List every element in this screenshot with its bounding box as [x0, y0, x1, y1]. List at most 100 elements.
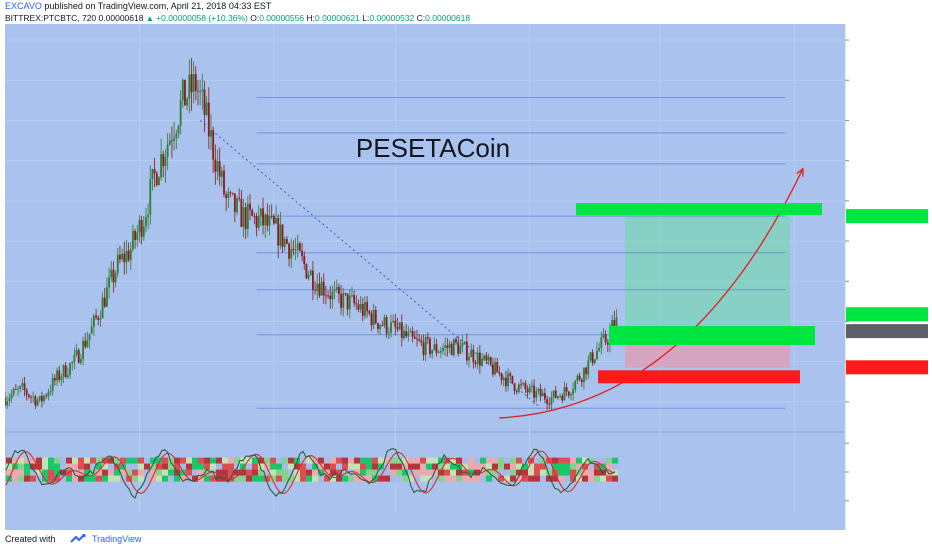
osc-heat-cell: [420, 463, 426, 470]
candle-body: [309, 270, 312, 276]
osc-heat-cell: [606, 475, 612, 482]
candle-body: [38, 395, 41, 401]
candle-body: [379, 325, 382, 329]
candle-body: [220, 170, 223, 177]
osc-heat-cell: [186, 463, 192, 470]
candle-body: [461, 342, 464, 346]
candle-body: [103, 297, 106, 307]
osc-heat-cell: [432, 469, 438, 476]
osc-heat-cell: [372, 469, 378, 476]
candle-body: [49, 391, 52, 393]
candle-body: [227, 192, 230, 198]
candle-body: [192, 74, 195, 93]
osc-heat-cell: [162, 457, 168, 464]
candle-body: [218, 161, 221, 177]
osc-heat-cell: [498, 469, 504, 476]
osc-heat-cell: [546, 475, 552, 482]
price-axis[interactable]: [845, 24, 932, 530]
osc-heat-cell: [504, 463, 510, 470]
osc-heat-cell: [246, 457, 252, 464]
osc-heat-cell: [390, 475, 396, 482]
candle-body: [27, 394, 30, 397]
osc-heat-cell: [198, 457, 204, 464]
publish-info: published on TradingView.com, April 21, …: [44, 1, 272, 11]
candle-body: [216, 161, 219, 172]
osc-heat-cell: [528, 475, 534, 482]
candle-body: [238, 198, 241, 200]
candle-body: [333, 289, 336, 292]
arrow[interactable]: [499, 167, 804, 419]
position-tool[interactable]: [625, 216, 790, 368]
candle-body: [30, 396, 32, 398]
candle-body: [249, 203, 251, 210]
osc-heat-cell: [42, 463, 48, 470]
osc-heat-cell: [360, 469, 366, 476]
candle-body: [444, 345, 447, 348]
osc-heat-cell: [228, 475, 234, 482]
osc-heat-cell: [258, 475, 264, 482]
osc-heat-cell: [480, 457, 486, 464]
candle-body: [292, 249, 295, 251]
candle-body: [526, 389, 529, 393]
osc-heat-cell: [174, 469, 180, 476]
osc-heat-cell: [582, 469, 588, 476]
osc-heat-cell: [168, 463, 174, 470]
osc-heat-cell: [252, 463, 258, 470]
candle-body: [398, 322, 401, 330]
osc-heat-cell: [588, 469, 594, 476]
candle-body: [296, 243, 299, 250]
candle-body: [140, 219, 143, 237]
osc-heat-cell: [336, 463, 342, 470]
osc-heat-cell: [96, 463, 102, 470]
osc-heat-cell: [492, 457, 498, 464]
osc-heat-cell: [216, 463, 222, 470]
osc-heat-cell: [510, 475, 516, 482]
osc-heat-cell: [546, 463, 552, 470]
osc-heat-cell: [594, 469, 600, 476]
osc-heat-cell: [306, 475, 312, 482]
osc-heat-cell: [30, 475, 36, 482]
osc-heat-cell: [570, 469, 576, 476]
osc-heat-cell: [288, 463, 294, 470]
osc-heat-cell: [600, 475, 606, 482]
osc-heat-cell: [522, 463, 528, 470]
candle-body: [340, 293, 343, 308]
author-link[interactable]: EXCAVO: [5, 1, 42, 11]
candle-body: [394, 320, 397, 327]
close-label: C:: [416, 13, 426, 23]
osc-heat-cell: [462, 457, 468, 464]
trendline[interactable]: [199, 120, 539, 407]
osc-heat-cell: [240, 469, 246, 476]
osc-heat-cell: [594, 475, 600, 482]
candle-body: [561, 395, 564, 401]
symbol[interactable]: BITTREX:PTCBTC, 720: [5, 13, 97, 23]
osc-heat-cell: [234, 469, 240, 476]
osc-heat-cell: [468, 457, 474, 464]
candle-body: [177, 125, 180, 134]
osc-heat-cell: [342, 463, 348, 470]
osc-heat-cell: [336, 457, 342, 464]
candle-body: [112, 269, 115, 283]
osc-heat-cell: [192, 469, 198, 476]
candle-body: [40, 395, 43, 402]
tradingview-brand[interactable]: TradingView: [92, 534, 142, 544]
candle-body: [88, 333, 91, 341]
osc-heat-cell: [174, 475, 180, 482]
candle-body: [299, 243, 301, 251]
candle-body: [598, 347, 601, 351]
candle-body: [353, 295, 356, 304]
osc-heat-cell: [96, 469, 102, 476]
footer: Created with TradingView: [0, 530, 932, 550]
osc-heat-cell: [264, 457, 270, 464]
osc-heat-cell: [336, 469, 342, 476]
candle-body: [60, 376, 63, 380]
time-axis[interactable]: [5, 512, 845, 530]
candle-body: [448, 343, 451, 348]
candle-body: [58, 370, 61, 380]
osc-heat-cell: [330, 469, 336, 476]
osc-heat-cell: [102, 469, 108, 476]
osc-heat-cell: [450, 457, 456, 464]
osc-heat-cell: [210, 463, 216, 470]
osc-heat-cell: [120, 457, 126, 464]
